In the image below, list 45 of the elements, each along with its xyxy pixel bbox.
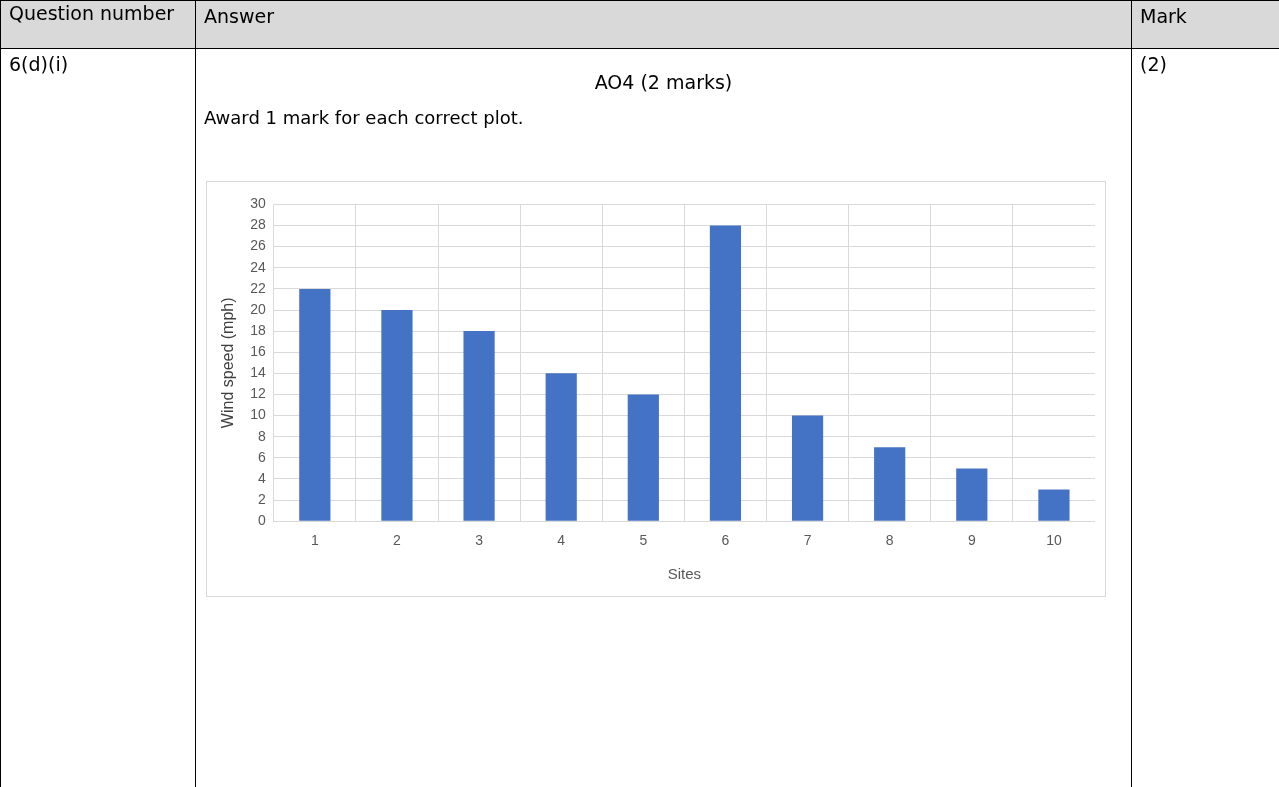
y-tick-label: 26 bbox=[250, 237, 266, 254]
bar bbox=[627, 394, 659, 521]
x-tick-label: 4 bbox=[557, 532, 566, 549]
x-tick-label: 5 bbox=[639, 532, 648, 549]
x-tick-label: 9 bbox=[967, 532, 976, 549]
y-tick-label: 22 bbox=[250, 279, 266, 296]
y-tick-label: 30 bbox=[250, 195, 266, 212]
bar bbox=[709, 225, 742, 521]
y-tick-label: 0 bbox=[257, 512, 266, 529]
y-tick-label: 10 bbox=[250, 406, 266, 423]
y-tick-label: 2 bbox=[257, 490, 266, 507]
y-tick-label: 20 bbox=[250, 300, 266, 317]
y-tick-label: 18 bbox=[250, 321, 266, 338]
x-tick-label: 7 bbox=[803, 532, 812, 549]
text: Answer bbox=[196, 1, 1132, 49]
x-axis-title: Sites bbox=[667, 565, 702, 583]
y-axis-title: Wind speed (mph) bbox=[219, 297, 237, 429]
text: Mark bbox=[1132, 1, 1279, 49]
y-tick-label: 24 bbox=[250, 258, 266, 275]
text: Award 1 mark for each correct plot. bbox=[204, 107, 525, 129]
y-tick-label: 4 bbox=[257, 469, 266, 486]
bar bbox=[1038, 489, 1070, 521]
x-tick-label: 10 bbox=[1046, 532, 1062, 549]
x-tick-label: 8 bbox=[885, 532, 894, 549]
x-tick-label: 1 bbox=[310, 532, 319, 549]
y-tick-label: 28 bbox=[250, 216, 266, 233]
bar bbox=[463, 331, 495, 521]
bar bbox=[874, 447, 906, 521]
x-tick-label: 2 bbox=[393, 532, 402, 549]
x-tick-label: 3 bbox=[475, 532, 484, 549]
y-tick-label: 12 bbox=[250, 385, 266, 402]
bar bbox=[791, 415, 824, 521]
text: Question number bbox=[1, 1, 196, 49]
y-tick-label: 8 bbox=[257, 427, 266, 444]
y-tick-label: 16 bbox=[250, 343, 266, 360]
bar bbox=[956, 468, 988, 521]
bar bbox=[545, 373, 577, 521]
text: (2) bbox=[1132, 49, 1279, 787]
text: AO4 (2 marks) bbox=[593, 71, 734, 93]
x-tick-label: 6 bbox=[721, 532, 730, 549]
bar bbox=[381, 310, 413, 521]
y-tick-label: 14 bbox=[250, 364, 266, 381]
y-tick-label: 6 bbox=[257, 448, 266, 465]
bar bbox=[299, 288, 331, 521]
text: 6(d)(i) bbox=[1, 49, 196, 787]
